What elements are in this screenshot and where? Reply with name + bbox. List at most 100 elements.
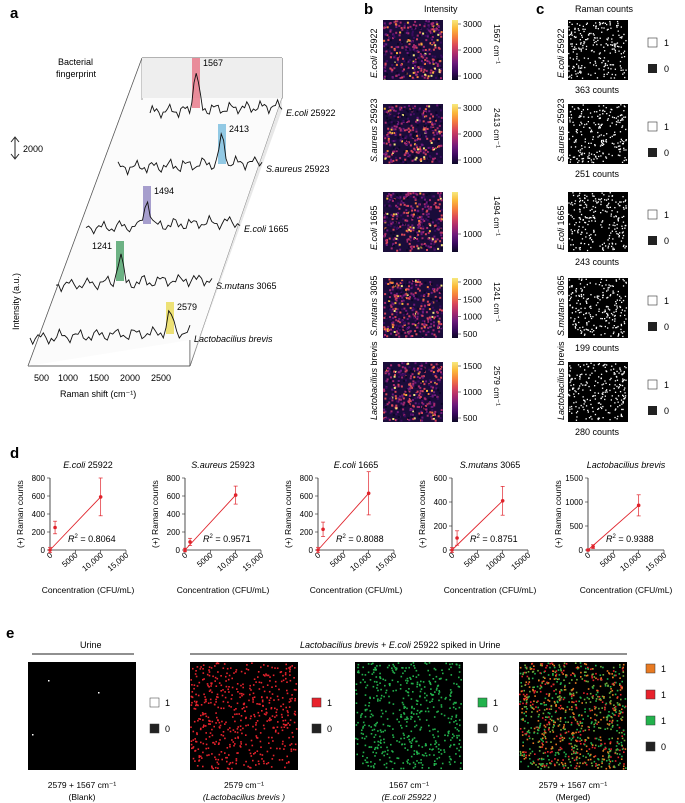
intensity-pixel (416, 330, 418, 333)
intensity-pixel (418, 289, 421, 292)
intensity-pixel (400, 160, 402, 163)
count-pixel (600, 44, 602, 46)
intensity-pixel (421, 147, 424, 149)
map-pixel (262, 724, 265, 727)
intensity-pixel (433, 205, 435, 208)
count-pixel (613, 315, 616, 317)
count-pixel (591, 208, 593, 211)
xtick-500: 500 (34, 373, 49, 383)
intensity-pixel (389, 220, 392, 223)
map-pixel (558, 666, 561, 668)
count-pixel (575, 419, 578, 421)
map-pixel (553, 721, 555, 723)
intensity-pixel (419, 65, 422, 68)
count-pixel (578, 312, 581, 314)
map-pixel (406, 707, 408, 710)
map-pixel (414, 763, 417, 766)
intensity-pixel (406, 52, 409, 54)
intensity-pixel (408, 326, 410, 329)
intensity-pixel (408, 130, 411, 133)
intensity-pixel (398, 127, 401, 130)
map-pixel (393, 762, 396, 765)
map-pixel (416, 740, 418, 743)
intensity-pixel (427, 215, 430, 218)
count-pixel (588, 243, 590, 246)
count-pixel (594, 296, 596, 298)
intensity-pixel (399, 321, 402, 324)
map-pixel (600, 718, 602, 721)
count-pixel (616, 294, 619, 296)
intensity-pixel (419, 146, 422, 149)
count-pixel (617, 415, 619, 418)
intensity-pixel (384, 232, 387, 235)
count-pixel (592, 200, 595, 202)
spectrum-line (149, 73, 283, 120)
map-pixel (241, 692, 243, 695)
intensity-pixel (402, 397, 405, 400)
count-pixel (621, 117, 623, 120)
count-pixel (579, 247, 581, 249)
count-pixel (578, 155, 580, 157)
intensity-pixel (391, 221, 394, 224)
count-pixel (601, 62, 603, 64)
map-pixel (530, 727, 532, 729)
intensity-pixel (392, 381, 395, 384)
count-pixel (615, 397, 617, 399)
count-pixel (575, 307, 577, 310)
count-pixel (609, 419, 611, 421)
intensity-pixel (419, 54, 422, 57)
map-pixel (289, 666, 292, 668)
map-pixel (452, 706, 455, 709)
map-pixel (197, 719, 199, 722)
intensity-pixel (404, 142, 406, 145)
map-pixel (525, 754, 527, 757)
intensity-pixel (432, 417, 435, 420)
intensity-pixel (397, 117, 400, 120)
count-pixel (593, 34, 595, 36)
intensity-pixel (391, 76, 394, 78)
map-pixel (263, 713, 266, 715)
intensity-pixel (423, 242, 426, 245)
intensity-pixel (440, 214, 443, 217)
count-pixel (621, 143, 624, 145)
colorbar-tick-label: 1000 (463, 387, 482, 397)
count-pixel (610, 68, 612, 70)
intensity-pixel (388, 141, 390, 144)
map-pixel (377, 744, 380, 746)
intensity-pixel (409, 144, 412, 147)
intensity-pixel (432, 115, 434, 118)
count-pixel (589, 112, 592, 114)
map-pixel (403, 712, 405, 714)
intensity-pixel (413, 315, 416, 318)
intensity-pixel (427, 294, 430, 297)
count-pixel (586, 249, 589, 252)
intensity-pixel (408, 297, 411, 300)
intensity-pixel (409, 213, 412, 216)
intensity-pixel (414, 212, 417, 215)
map-pixel (573, 717, 576, 720)
intensity-pixel (420, 305, 423, 308)
map-pixel (553, 700, 556, 703)
intensity-pixel (406, 121, 408, 123)
map-pixel (291, 697, 293, 700)
map-pixel (594, 747, 596, 749)
intensity-pixel (419, 392, 422, 395)
intensity-pixel (422, 49, 425, 52)
map-pixel (525, 671, 527, 674)
map-pixel (619, 712, 621, 715)
map-pixel (571, 697, 573, 700)
fit-line (317, 493, 370, 551)
map-pixel (528, 681, 531, 683)
intensity-pixel (419, 386, 422, 389)
count-pixel (609, 309, 611, 311)
map-pixel (202, 765, 204, 768)
count-pixel (587, 157, 589, 159)
intensity-pixel (387, 157, 390, 160)
intensity-pixel (428, 412, 431, 415)
count-pixel (578, 295, 581, 297)
count-pixel (608, 237, 610, 239)
intensity-pixel (428, 60, 431, 63)
intensity-pixel (408, 399, 411, 402)
